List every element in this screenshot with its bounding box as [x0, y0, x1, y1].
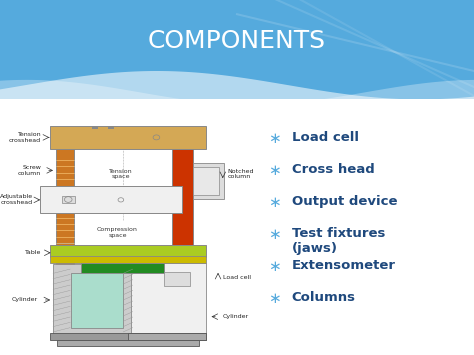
- Text: Tension
space: Tension space: [109, 169, 133, 179]
- Bar: [172, 147, 193, 245]
- Bar: [56, 243, 74, 284]
- Bar: [57, 340, 199, 346]
- Bar: [128, 333, 206, 340]
- Polygon shape: [0, 0, 474, 99]
- Text: ∗: ∗: [268, 227, 281, 242]
- Bar: [50, 333, 206, 340]
- Text: ∗: ∗: [268, 291, 281, 306]
- Text: Table: Table: [25, 250, 41, 255]
- Bar: [193, 167, 219, 195]
- Text: Adjustable
crosshead: Adjustable crosshead: [0, 195, 33, 205]
- Bar: [108, 126, 114, 129]
- Text: Cylinder: Cylinder: [223, 314, 249, 319]
- Text: Load cell: Load cell: [292, 131, 358, 144]
- Text: Load cell: Load cell: [223, 275, 251, 280]
- Bar: [50, 256, 206, 263]
- Text: Cross head: Cross head: [292, 163, 374, 176]
- Bar: [40, 186, 182, 213]
- Text: Tension
crosshead: Tension crosshead: [9, 132, 41, 143]
- Text: Columns: Columns: [292, 291, 356, 304]
- Bar: [71, 273, 123, 328]
- Text: Output device: Output device: [292, 195, 397, 208]
- Bar: [56, 147, 74, 245]
- Bar: [74, 213, 172, 245]
- Polygon shape: [0, 99, 474, 355]
- Text: ∗: ∗: [268, 259, 281, 274]
- Text: ∗: ∗: [268, 163, 281, 178]
- Bar: [74, 149, 172, 220]
- Text: Notched
column: Notched column: [228, 169, 254, 179]
- Text: Compression
space: Compression space: [97, 227, 138, 238]
- Text: ∗: ∗: [268, 195, 281, 210]
- Bar: [81, 263, 164, 273]
- Bar: [53, 264, 131, 334]
- Bar: [92, 126, 98, 129]
- Text: Test fixtures
(jaws): Test fixtures (jaws): [292, 227, 385, 255]
- Text: Cylinder: Cylinder: [12, 297, 38, 302]
- Bar: [62, 196, 75, 203]
- Bar: [164, 272, 190, 286]
- Text: ∗: ∗: [268, 131, 281, 146]
- Text: COMPONENTS: COMPONENTS: [148, 29, 326, 53]
- Text: Extensometer: Extensometer: [292, 259, 395, 272]
- Polygon shape: [0, 71, 474, 99]
- Polygon shape: [0, 80, 474, 105]
- Text: Screw
column: Screw column: [18, 165, 41, 176]
- Bar: [128, 263, 206, 334]
- Bar: [50, 245, 206, 257]
- Bar: [50, 126, 206, 149]
- Bar: [193, 163, 224, 199]
